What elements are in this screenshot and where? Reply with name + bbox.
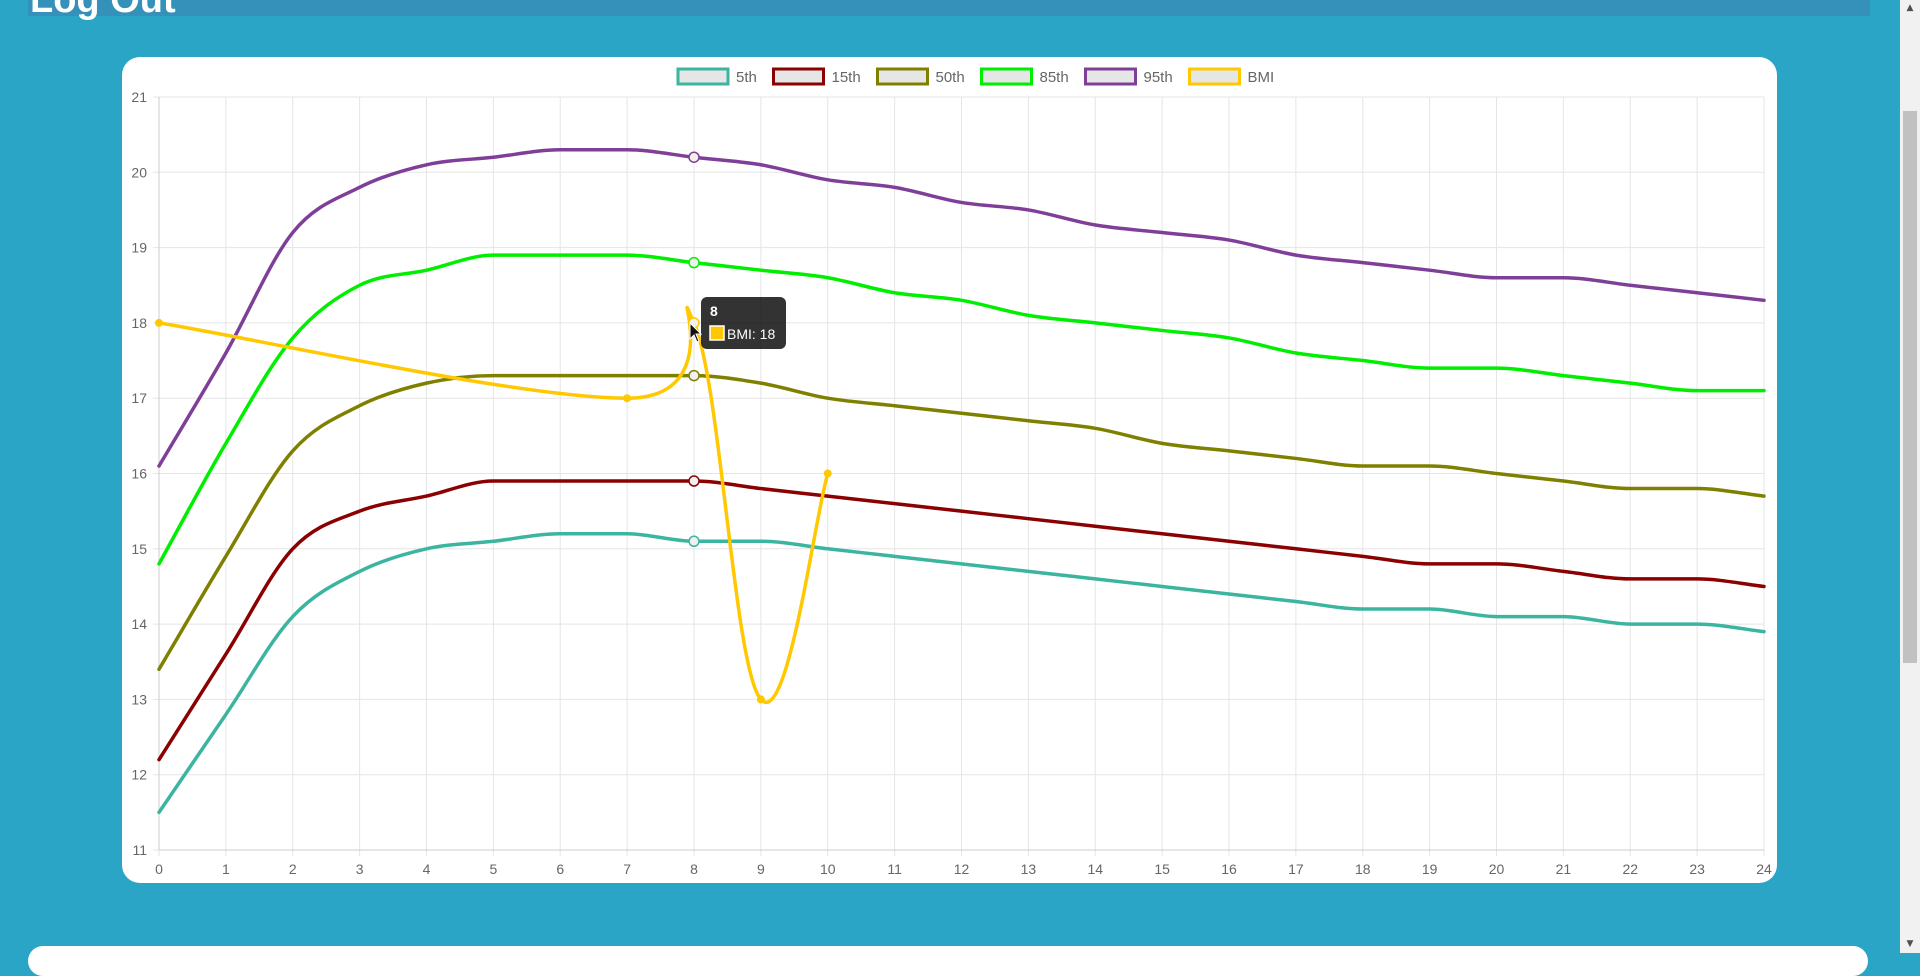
hover-point	[688, 256, 700, 269]
legend-label: BMI	[1248, 69, 1275, 86]
legend-label: 15th	[832, 69, 861, 86]
x-tick-label: 16	[1221, 861, 1237, 877]
tooltip-swatch	[709, 325, 725, 341]
x-tick-label: 22	[1622, 861, 1638, 877]
x-tick-label: 6	[556, 861, 564, 877]
tooltip-title: 8	[710, 303, 718, 319]
hover-point	[688, 369, 700, 382]
y-tick-label: 13	[131, 691, 147, 707]
x-tick-label: 5	[489, 861, 497, 877]
scroll-down-arrow-icon[interactable]: ▼	[1906, 939, 1914, 949]
y-tick-label: 11	[132, 842, 147, 858]
legend-item-95th: 95th	[1084, 67, 1173, 86]
scroll-up-arrow-icon[interactable]: ▲	[1906, 3, 1914, 13]
chart-legend[interactable]: 5th 15th 50th 85th 95th BMI	[676, 67, 1275, 86]
hover-point	[688, 151, 700, 163]
bmi-point	[756, 695, 765, 704]
bmi-point	[155, 318, 163, 327]
chart-card	[122, 57, 1777, 883]
series-line-95th	[157, 147, 1766, 468]
y-tick-label: 20	[131, 164, 147, 180]
bmi-point	[623, 394, 632, 403]
legend-item-50th: 50th	[876, 67, 965, 86]
x-tick-label: 7	[623, 861, 631, 877]
bmi-growth-chart: 0 1 2 3 4 5 6 7 8 9 10 11 12 13 14 15 16 17 18 19 20 21 22 23 24…	[131, 67, 1772, 877]
tooltip-label: BMI: 18	[727, 326, 775, 342]
header-bar	[28, 0, 1870, 16]
legend-swatch	[876, 67, 929, 86]
x-tick-label: 10	[820, 861, 836, 877]
x-tick-label: 0	[155, 861, 163, 877]
legend-swatch	[1188, 67, 1241, 86]
scrollbar-thumb[interactable]	[1903, 111, 1917, 663]
y-tick-label: 14	[131, 616, 147, 632]
chart-grid	[153, 96, 1765, 856]
x-tick-label: 3	[356, 861, 364, 877]
x-tick-label: 14	[1087, 861, 1103, 877]
y-tick-label: 12	[131, 767, 147, 783]
y-tick-label: 19	[131, 240, 147, 256]
legend-swatch	[1084, 67, 1137, 86]
chart-ticks: 0 1 2 3 4 5 6 7 8 9 10 11 12 13 14 15 16 17 18 19 20 21 22 23 24…	[131, 89, 1772, 877]
x-tick-label: 24	[1756, 861, 1772, 877]
series-line-5th	[157, 531, 1766, 815]
legend-item-85th: 85th	[980, 67, 1069, 86]
x-tick-label: 1	[222, 861, 230, 877]
y-tick-label: 17	[131, 390, 147, 406]
x-tick-label: 15	[1154, 861, 1170, 877]
x-tick-label: 19	[1422, 861, 1438, 877]
logout-link[interactable]: Log Out	[30, 0, 176, 21]
x-tick-label: 2	[289, 861, 297, 877]
x-tick-label: 17	[1288, 861, 1304, 877]
y-tick-label: 21	[131, 89, 147, 105]
hover-point	[688, 535, 700, 548]
legend-label: 95th	[1144, 69, 1173, 86]
legend-item-bmi: BMI	[1188, 67, 1275, 86]
x-tick-label: 23	[1689, 861, 1705, 877]
x-tick-label: 13	[1021, 861, 1037, 877]
x-tick-label: 9	[757, 861, 765, 877]
chart-tooltip: 8 BMI: 18	[701, 297, 786, 349]
x-tick-label: 20	[1489, 861, 1505, 877]
x-tick-label: 21	[1556, 861, 1572, 877]
y-tick-label: 16	[131, 466, 147, 482]
y-tick-label: 15	[131, 541, 147, 557]
hover-point	[688, 475, 700, 487]
x-tick-label: 18	[1355, 861, 1371, 877]
series-line-50th	[157, 373, 1766, 672]
cursor-arrow-icon	[689, 321, 703, 343]
legend-label: 50th	[936, 69, 965, 86]
x-tick-label: 8	[690, 861, 698, 877]
chart-series	[155, 147, 1766, 815]
legend-label: 85th	[1040, 69, 1069, 86]
series-line-85th	[157, 253, 1766, 566]
series-line-15th	[157, 479, 1766, 762]
legend-label: 5th	[736, 69, 757, 86]
x-tick-label: 11	[887, 861, 902, 877]
y-tick-label: 18	[131, 315, 147, 331]
legend-item-15th: 15th	[772, 67, 861, 86]
legend-swatch	[676, 67, 730, 86]
mouse-cursor	[689, 321, 703, 343]
legend-item-5th: 5th	[676, 67, 757, 86]
legend-swatch	[772, 67, 825, 86]
x-tick-label: 12	[954, 861, 970, 877]
legend-swatch	[980, 67, 1033, 86]
bmi-point	[823, 469, 832, 478]
x-tick-label: 4	[423, 861, 431, 877]
